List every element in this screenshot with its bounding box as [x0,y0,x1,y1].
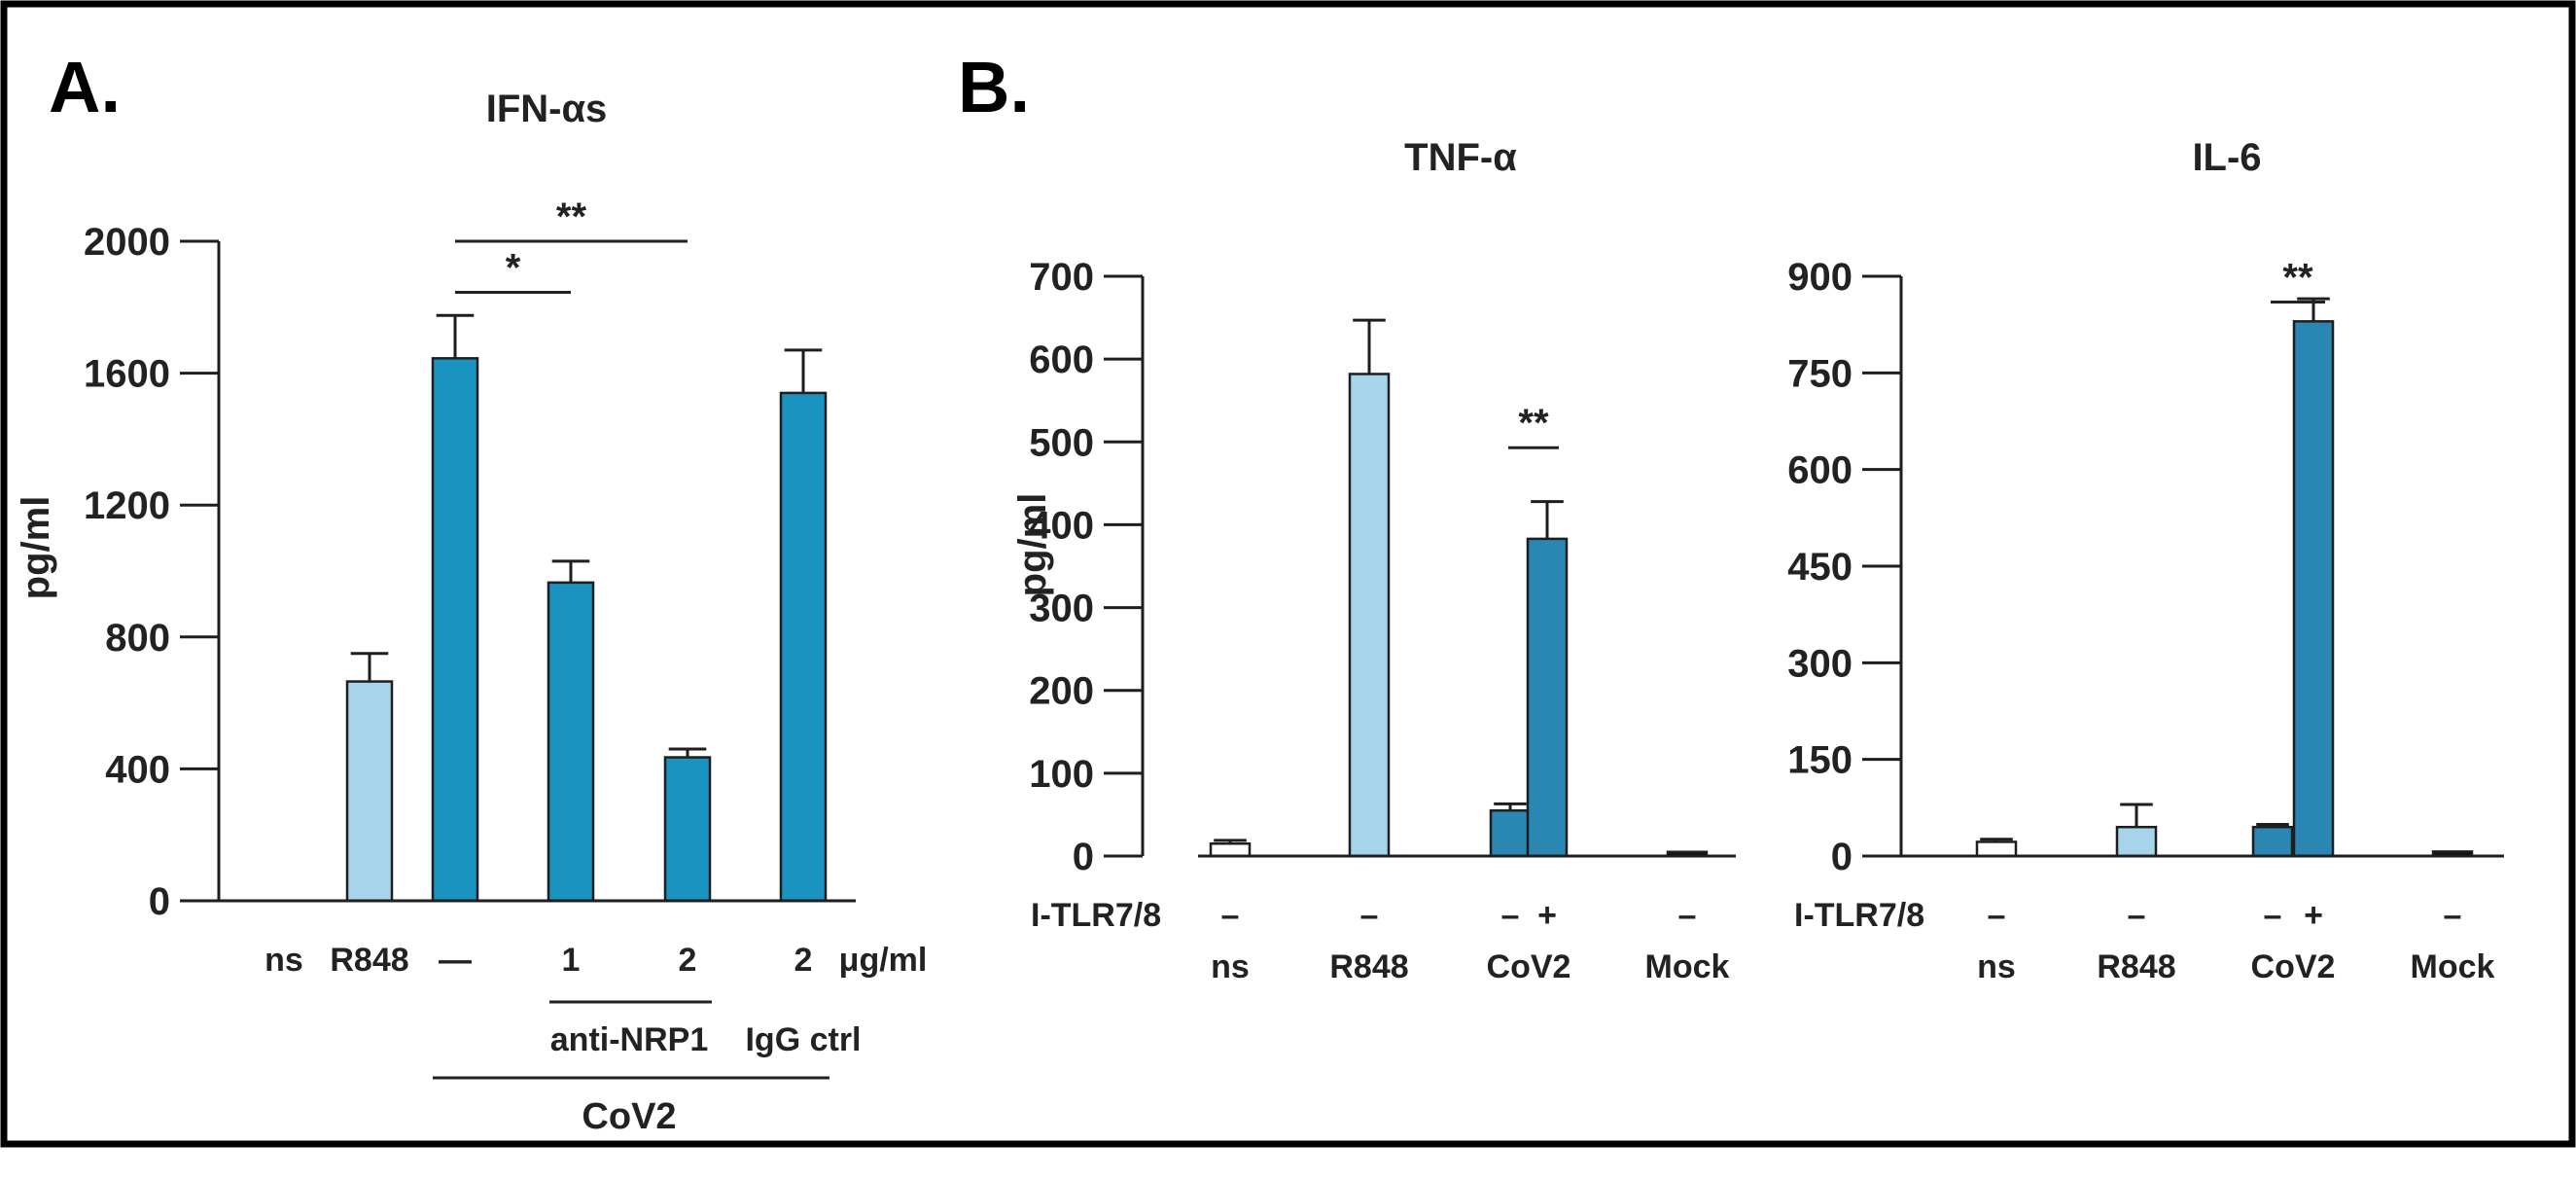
chart-il6-itlr-sign: – [1988,897,2006,934]
chart-tnf-itlr-sign: – [1360,897,1379,934]
chart-il6-y-tick-label: 300 [1787,642,1853,685]
chart-tnf: TNF-α pg/ml 0 100 200 300 400 500 600 700 ** – –… [1011,136,1736,985]
chart-ifn-unit-label: μg/ml [839,942,928,979]
chart-il6-bar [2251,825,2294,858]
chart-ifn-y-axis: 0 400 800 1200 1600 2000 [84,221,221,923]
chart-ifn-y-tick-label: 1200 [84,484,170,527]
chart-il6-y-tick-label: 0 [1831,836,1853,878]
chart-ifn-category-label: ns [265,942,303,979]
chart-ifn-category-label: 2 [679,942,697,979]
chart-tnf-category-label: R848 [1329,948,1408,985]
figure-frame [0,0,2576,1148]
chart-tnf-itlr-label: I-TLR7/8 [1031,897,1161,934]
chart-ifn-bars [345,313,828,903]
chart-ifn-bar [345,680,394,903]
chart-tnf-y-tick-label: 100 [1029,753,1094,796]
chart-il6-bar [2115,825,2158,858]
chart-tnf-y-tick-label: 700 [1029,256,1094,299]
chart-ifn-significance: *** [455,196,688,295]
chart-ifn-y-tick-label: 1600 [84,353,170,396]
chart-il6-itlr-row: – – – + – [1988,897,2462,934]
chart-il6-bars [1975,297,2474,858]
chart-tnf-y-tick-label: 300 [1029,588,1094,630]
chart-tnf-itlr-sign: – [1221,897,1240,934]
chart-il6-significance: ** [2271,256,2325,304]
chart-ifn-bar [663,756,712,903]
chart-tnf-significance: ** [1508,402,1559,449]
chart-tnf-category-label: CoV2 [1487,948,1571,985]
chart-il6-category-label: R848 [2097,948,2175,985]
chart-tnf-category-label: ns [1211,948,1250,985]
panel-b-label: B. [958,47,1030,127]
chart-il6-y-tick-label: 600 [1787,449,1853,492]
chart-il6-category-label: CoV2 [2251,948,2336,985]
chart-tnf-y-tick-label: 0 [1073,836,1094,878]
chart-ifn-y-tick-label: 0 [149,880,170,923]
chart-tnf-bar [1526,537,1569,858]
chart-ifn-ylabel: pg/ml [15,496,57,600]
cov2-label: CoV2 [582,1096,676,1137]
chart-tnf-category-label: Mock [1645,948,1730,985]
chart-tnf-significance-stars: ** [1518,402,1549,445]
chart-il6-y-tick-label: 150 [1787,739,1853,782]
chart-il6-itlr-label: I-TLR7/8 [1794,897,1924,934]
chart-tnf-itlr-row: – – – + – [1221,897,1697,934]
chart-ifn-y-tick-label: 2000 [84,221,170,264]
chart-il6-category-label: Mock [2411,948,2495,985]
panel-a-label: A. [49,47,121,127]
chart-il6-itlr-sign: – [2444,897,2462,934]
chart-il6-title: IL-6 [2192,136,2261,179]
chart-il6-bar [1975,840,2018,858]
chart-ifn-category-label: 2 [794,942,813,979]
chart-ifn-y-tick-label: 800 [105,617,170,660]
chart-ifn-title: IFN-αs [486,88,608,130]
chart-il6-y-tick-label: 900 [1787,256,1853,299]
chart-tnf-itlr-sign: + [1537,897,1557,934]
chart-il6-itlr-sign: – [2128,897,2146,934]
chart-il6-itlr-sign: – [2264,897,2282,934]
chart-tnf-categories: ns R848 CoV2 Mock [1211,948,1729,985]
chart-tnf-y-tick-label: 200 [1029,670,1094,713]
chart-tnf-bar [1489,808,1532,858]
chart-il6-y-tick-label: 750 [1787,352,1853,395]
chart-tnf-y-axis: 0 100 200 300 400 500 600 700 [1029,256,1145,878]
chart-tnf-y-tick-label: 500 [1029,421,1094,464]
chart-tnf-bar [1209,841,1252,858]
chart-ifn-significance-stars: * [506,247,521,290]
chart-ifn-bar [547,581,595,903]
chart-tnf-y-tick-label: 600 [1029,339,1094,381]
chart-tnf-ylabel: pg/ml [1011,493,1054,597]
chart-il6-bar [2292,320,2335,858]
chart-tnf-itlr-sign: – [1501,897,1520,934]
chart-il6-y-axis: 0 150 300 450 600 750 900 [1787,256,1903,878]
chart-ifn-categories: ns R848 — 1 2 2 [265,942,812,979]
igg-ctrl-label: IgG ctrl [745,1021,861,1058]
chart-ifn-category-label: R848 [330,942,408,979]
chart-il6-categories: ns R848 CoV2 Mock [1977,948,2494,985]
chart-ifn-category-label: — [439,942,472,979]
chart-ifn-category-label: 1 [562,942,581,979]
chart-ifn-y-tick-label: 400 [105,748,170,791]
chart-il6-category-label: ns [1977,948,2016,985]
chart-tnf-bar [1348,373,1391,858]
chart-tnf-title: TNF-α [1404,136,1517,179]
chart-ifn-bar [431,357,479,903]
anti-nrp1-label: anti-NRP1 [550,1021,708,1058]
chart-tnf-bars [1209,318,1709,858]
chart-ifn-significance-stars: ** [556,196,587,238]
chart-il6-itlr-sign: + [2304,897,2323,934]
chart-tnf-y-tick-label: 400 [1029,504,1094,547]
chart-il6-significance-stars: ** [2282,256,2313,299]
chart-tnf-itlr-sign: – [1678,897,1697,934]
chart-il6-y-tick-label: 450 [1787,546,1853,589]
chart-ifn-bar [779,391,828,903]
